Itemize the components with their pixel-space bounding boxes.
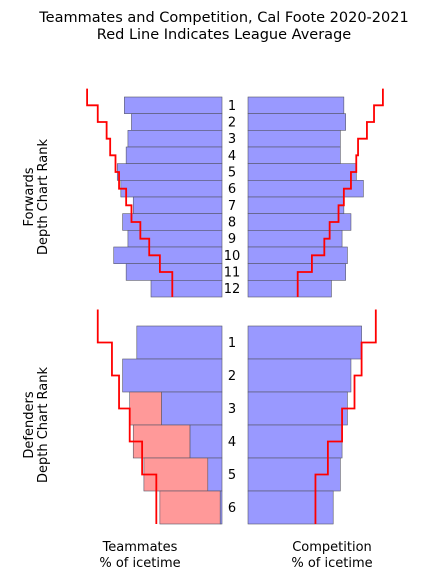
defenders-rank-label: 3: [228, 402, 236, 417]
forwards-rank-label: 3: [228, 132, 236, 147]
defenders-teammates-bad-bar: [159, 490, 221, 525]
xlabel-right-line1: Competition: [292, 540, 372, 555]
defenders-competition-bar: [247, 391, 348, 426]
defenders-teammates-bar: [189, 424, 223, 459]
forwards-competition-avg-line: [296, 88, 384, 297]
defenders-rank-label: 6: [228, 501, 236, 516]
defenders-rank-label: 2: [228, 369, 236, 384]
forwards-competition-bar: [247, 246, 348, 264]
forwards-rank-label: 11: [224, 266, 241, 281]
defenders-competition-bar: [247, 424, 343, 459]
forwards-teammates-bar: [113, 246, 223, 264]
defenders-teammates-bad-bar: [129, 391, 162, 426]
forwards-rank-label: 5: [228, 166, 236, 181]
defenders-competition-bar: [247, 325, 362, 360]
xlabel-right-line2: % of icetime: [291, 556, 372, 571]
forwards-rank-label: 4: [228, 149, 236, 164]
forwards-rank-label: 9: [228, 232, 236, 247]
forwards-teammates-bar: [127, 130, 223, 148]
forwards-teammates-bar: [125, 263, 223, 281]
forwards-teammates-avg-line: [86, 88, 174, 297]
forwards-rank-label: 12: [224, 282, 241, 297]
defenders-ylabel-line2: Depth Chart Rank: [36, 367, 51, 484]
defenders-competition-bar: [247, 490, 334, 525]
forwards-teammates-bar: [125, 146, 223, 164]
defenders-rank-label: 5: [228, 468, 236, 483]
defenders-competition-bar: [247, 358, 352, 393]
defenders-teammates-bar: [219, 490, 223, 525]
forwards-rank-label: 1: [228, 99, 236, 114]
forwards-competition-bar: [247, 280, 332, 298]
forwards-ylabel-line1: Forwards: [22, 167, 37, 226]
chart-title-line2: Red Line Indicates League Average: [97, 27, 351, 43]
defenders-rank-label: 1: [228, 336, 236, 351]
forwards-competition-bar: [247, 96, 345, 114]
defenders-teammates-bar: [122, 358, 223, 393]
defenders-rank-label: 4: [228, 435, 236, 450]
forwards-rank-label: 10: [224, 249, 241, 264]
forwards-competition-bar: [247, 196, 345, 214]
defenders-teammates-avg-line: [96, 309, 158, 524]
forwards-rank-label: 6: [228, 182, 236, 197]
forwards-rank-label: 7: [228, 199, 236, 214]
forwards-teammates-bar: [150, 280, 223, 298]
forwards-ylabel-line2: Depth Chart Rank: [36, 139, 51, 256]
forwards-competition-bar: [247, 113, 346, 131]
forwards-teammates-bar: [124, 96, 223, 114]
defenders-panel: 1 2 3 4 5 6: [96, 309, 377, 525]
defenders-teammates-bar: [207, 457, 223, 492]
defenders-teammates-bar: [161, 391, 223, 426]
forwards-competition-bar: [247, 146, 341, 164]
xlabel-left-line2: % of icetime: [99, 556, 180, 571]
forwards-teammates-bar: [132, 196, 223, 214]
xlabel-left-line1: Teammates: [102, 540, 178, 555]
defenders-ylabel-line1: Defenders: [22, 391, 37, 458]
forwards-rank-label: 8: [228, 216, 236, 231]
forwards-teammates-bar: [116, 163, 223, 181]
forwards-teammates-bar: [120, 180, 223, 198]
forwards-teammates-bar: [131, 113, 223, 131]
defenders-competition-avg-line: [314, 309, 377, 524]
defenders-teammates-bar: [136, 325, 223, 360]
forwards-competition-bar: [247, 163, 357, 181]
forwards-competition-bar: [247, 130, 341, 148]
chart-title-line1: Teammates and Competition, Cal Foote 202…: [38, 10, 408, 26]
forwards-rank-label: 2: [228, 116, 236, 131]
